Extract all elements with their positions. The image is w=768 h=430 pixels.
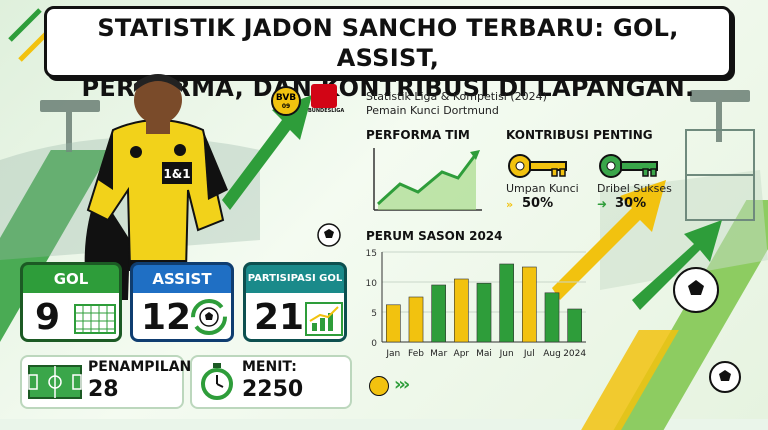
gol-value: 9 <box>35 297 61 338</box>
kontribusi-label-1: Dribel Sukses <box>597 182 672 195</box>
bar <box>386 304 401 343</box>
x-tick-label: Mar <box>430 349 447 359</box>
subtitle-line-2: Pemain Kunci Dortmund <box>366 104 499 117</box>
bar-chart-icon <box>305 302 343 336</box>
soccer-ball-icon <box>317 223 341 247</box>
assist-card: ASSIST 12 <box>130 262 234 342</box>
bar <box>544 292 560 343</box>
assist-value: 12 <box>141 297 192 338</box>
key-icon <box>599 154 658 178</box>
gol-body: 9 <box>23 293 119 339</box>
menit-box: MENIT: 2250 <box>190 355 352 409</box>
partisipasi-label: PARTISIPASI GOL <box>247 273 343 284</box>
assist-label: ASSIST <box>152 270 212 288</box>
subtitle-line-1: Statistik Liga & Kompetisi (2024) <box>366 90 547 103</box>
penampilan-value: 28 <box>88 377 119 402</box>
x-tick-label: Jul <box>523 349 535 359</box>
stopwatch-icon <box>201 363 233 400</box>
x-tick-label: Mai <box>476 349 492 359</box>
bvb-logo: BVB 09 <box>271 86 301 116</box>
x-tick-label: Apr <box>454 349 470 359</box>
bundesliga-logo-mark <box>311 84 337 108</box>
bundesliga-logo-text: BUNDESLIGA <box>308 108 345 114</box>
stadium-decor <box>0 8 768 310</box>
bar <box>408 296 424 343</box>
performa-line-chart <box>373 148 482 211</box>
page-title: STATISTIK JADON SANCHO TERBARU: GOL, ASS… <box>44 6 732 102</box>
performa-heading: PERFORMA TIM <box>366 128 470 142</box>
goal-net-icon <box>74 304 116 334</box>
menit-label: MENIT: <box>242 359 297 375</box>
kontribusi-value-1: 30% <box>615 196 647 211</box>
shirt-sponsor: 1&1 <box>163 167 190 181</box>
penampilan-label: PENAMPILAN: <box>88 359 197 375</box>
pitch-icon <box>28 365 82 399</box>
menit-value: 2250 <box>242 377 304 402</box>
chevrons-decor-icon: ››› <box>394 374 410 395</box>
bvb-logo-year: 09 <box>281 103 291 110</box>
ball-cycle-icon <box>191 299 227 335</box>
y-tick-label: 10 <box>366 279 378 289</box>
kontribusi-heading: KONTRIBUSI PENTING <box>506 128 653 142</box>
kontribusi-label-0: Umpan Kunci <box>506 182 579 195</box>
bvb-logo-small <box>369 376 389 396</box>
bar <box>567 308 582 343</box>
y-tick-label: 0 <box>371 339 377 349</box>
soccer-ball-icon <box>709 361 741 393</box>
bar <box>454 278 469 343</box>
y-tick-label: 5 <box>371 309 377 319</box>
bar <box>476 282 492 343</box>
chart-title: PERUM SASON 2024 <box>366 229 503 243</box>
partisipasi-card: PARTISIPASI GOL 21 <box>243 262 347 342</box>
bar <box>499 263 514 343</box>
bvb-logo-text: BVB <box>275 93 297 103</box>
gol-label: GOL <box>53 270 89 288</box>
partisipasi-value: 21 <box>254 297 305 338</box>
gol-card: GOL 9 <box>20 262 122 342</box>
x-tick-label: Feb <box>408 349 424 359</box>
bar <box>522 266 537 343</box>
season-bar-chart: 0 5 10 15 Jan Feb Mar Apr Mai Jun Jul Aug 2024 <box>366 249 587 359</box>
key-icon <box>508 154 567 178</box>
kontribusi-value-0: 50% <box>522 196 554 211</box>
penampilan-box: PENAMPILAN: 28 <box>20 355 197 409</box>
bar <box>431 284 446 343</box>
arrow-right-icon: ➜ <box>597 197 608 211</box>
title-line-1: STATISTIK JADON SANCHO TERBARU: GOL, ASS… <box>97 14 679 72</box>
partisipasi-body: 21 <box>246 293 344 339</box>
x-tick-label: 2024 <box>563 349 586 359</box>
y-tick-label: 15 <box>366 249 377 259</box>
soccer-ball-icon <box>673 267 719 313</box>
x-tick-label: Jan <box>385 349 400 359</box>
title-line-2: PERFORMA, DAN KONTRIBUSI DI LAPANGAN. <box>81 74 695 102</box>
bundesliga-logo: BUNDESLIGA <box>308 84 345 118</box>
x-tick-label: Aug <box>543 349 561 359</box>
chevrons-icon: » <box>506 198 514 211</box>
x-tick-label: Jun <box>499 349 514 359</box>
assist-body: 12 <box>133 293 231 339</box>
